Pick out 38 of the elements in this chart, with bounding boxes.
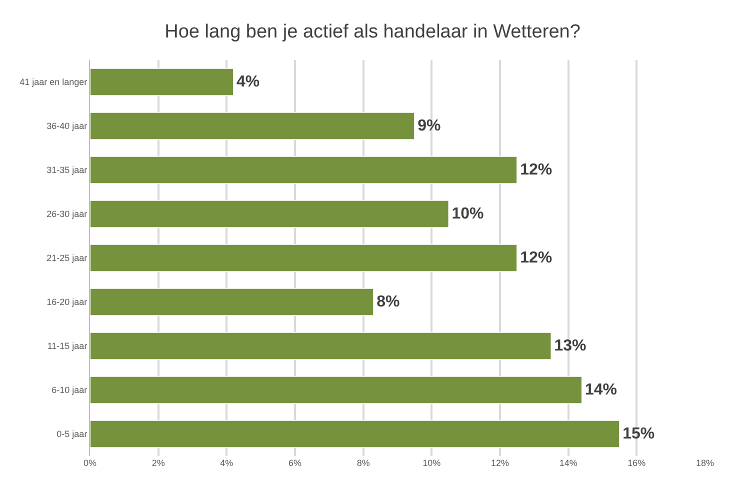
x-tick-label: 18% [696,458,714,468]
bar [90,112,416,140]
y-tick-label: 6-10 jaar [52,385,88,396]
bar [90,376,582,404]
data-label: 15% [622,426,655,442]
y-tick-label: 31-35 jaar [46,165,88,176]
bar [90,156,518,184]
data-label: 4% [236,74,260,90]
data-label: 12% [520,162,552,178]
data-label: 10% [452,206,484,222]
bar [90,244,518,272]
x-tick-label: 16% [628,458,646,468]
y-tick-label: 41 jaar en langer [20,77,88,88]
bar [90,68,234,96]
x-tick-label: 4% [220,458,234,468]
bar [90,420,620,448]
x-tick-label: 14% [559,458,578,468]
x-tick-label: 8% [356,458,370,468]
bar [90,332,552,360]
y-tick-label: 16-20 jaar [46,297,88,308]
y-tick-label: 26-30 jaar [46,209,88,220]
y-tick-label: 11-15 jaar [47,341,88,352]
data-label: 9% [418,118,441,134]
x-tick-label: 12% [490,458,510,468]
data-label: 8% [376,294,400,310]
bar [90,288,374,316]
x-tick-label: 10% [422,458,441,468]
x-tick-label: 0% [83,458,97,468]
y-tick-label: 21-25 jaar [46,253,88,264]
data-label: 13% [554,338,586,354]
x-tick-label: 2% [152,458,165,468]
chart-title: Hoe lang ben je actief als handelaar in Wetteren? [164,22,580,43]
data-label: 14% [585,382,618,398]
data-label: 12% [520,250,552,266]
y-tick-label: 0-5 jaar [56,429,88,440]
bar [90,200,450,228]
x-tick-label: 6% [288,458,302,468]
y-tick-label: 36-40 jaar [46,121,88,132]
